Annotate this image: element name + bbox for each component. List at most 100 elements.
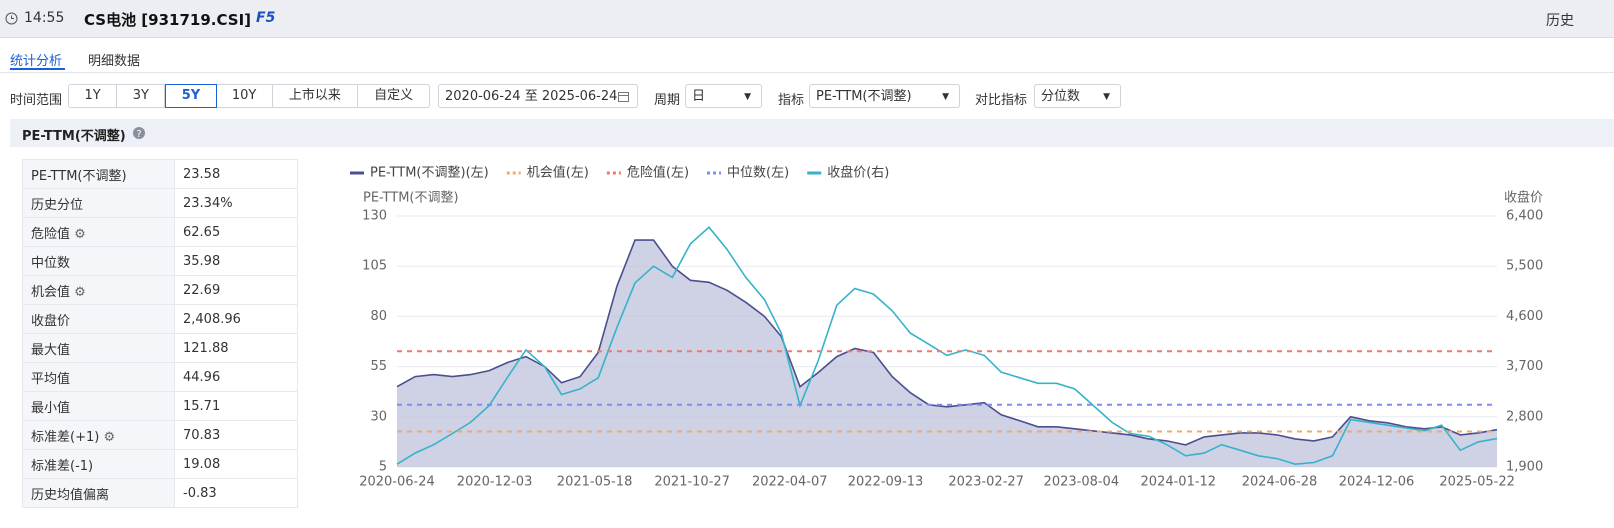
tabs-divider <box>0 72 1614 73</box>
shortcut[interactable]: F5 <box>256 10 276 26</box>
instrument-title: CS电池 [931719.CSI] <box>84 11 252 29</box>
legend-label[interactable]: 危险值(左) <box>627 165 689 181</box>
date-range[interactable]: 2020-06-24 至 2025-06-24 <box>438 84 638 108</box>
caret: ▼ <box>744 92 751 102</box>
stat-value: 23.58 <box>174 159 298 189</box>
x-tick-label: 2021-10-27 <box>654 475 730 490</box>
range-button[interactable]: 10Y <box>217 85 273 107</box>
range-group: 1Y 3Y 5Y 10Y 上市以来 自定义 <box>68 84 430 108</box>
series-area <box>397 240 1497 467</box>
stats-row: 标准差(-1) 19.08 <box>22 449 298 479</box>
indicator-label: 指标 <box>778 93 805 108</box>
settings-icon[interactable]: ⚙ <box>99 429 116 445</box>
range-button[interactable]: 1Y <box>69 85 118 107</box>
top-bar: 14:55 CS电池 [931719.CSI] F5 历史 <box>0 0 1614 38</box>
stat-name: 历史均值偏离 <box>31 487 110 503</box>
x-tick-label: 2025-05-22 <box>1439 475 1515 490</box>
stat-name: 中位数 <box>31 255 71 271</box>
stat-value: 15.71 <box>174 391 298 421</box>
tab-underline <box>10 68 65 70</box>
y2-tick-label: 5,500 <box>1506 259 1543 274</box>
stat-name: 最小值 <box>31 400 71 416</box>
stats-row: PE-TTM(不调整) 23.58 <box>22 159 298 189</box>
x-tick-label: 2023-08-04 <box>1044 475 1120 490</box>
section-title: PE-TTM(不调整) <box>22 129 126 144</box>
stat-value: 19.08 <box>174 449 298 479</box>
date-start: 2020-06-24 <box>445 89 521 104</box>
clock-icon <box>5 12 18 25</box>
period-label: 周期 <box>654 93 681 108</box>
stat-name: 最大值 <box>31 342 71 358</box>
y-axis-title: PE-TTM(不调整) <box>363 191 459 206</box>
compare-select[interactable]: 分位数 ▼ <box>1034 84 1121 108</box>
tab-active[interactable]: 统计分析 <box>10 54 63 69</box>
tab[interactable]: 明细数据 <box>88 54 141 69</box>
y2-tick-label: 4,600 <box>1506 309 1543 324</box>
x-tick-label: 2022-04-07 <box>752 475 828 490</box>
legend-label[interactable]: 收盘价(右) <box>827 165 889 181</box>
range-label: 时间范围 <box>10 93 63 108</box>
y-tick-label: 5 <box>379 460 387 475</box>
x-tick-label: 2020-12-03 <box>457 475 533 490</box>
stat-name: 收盘价 <box>31 313 71 329</box>
stat-label: 危险值 ⚙ <box>22 217 175 247</box>
stats-row: 危险值 ⚙ 62.65 <box>22 217 298 247</box>
range-button[interactable]: 自定义 <box>374 88 414 103</box>
stat-label: 标准差(-1) <box>22 449 175 479</box>
stat-value: 23.34% <box>174 188 298 218</box>
stat-label: PE-TTM(不调整) <box>22 159 175 189</box>
stats-row: 收盘价 2,408.96 <box>22 304 298 334</box>
x-tick-label: 2020-06-24 <box>359 475 435 490</box>
x-tick-label: 2024-01-12 <box>1141 475 1217 490</box>
stat-value: -0.83 <box>174 478 298 508</box>
history-button[interactable]: 历史 <box>1546 13 1574 29</box>
compare-label: 对比指标 <box>975 93 1028 108</box>
stat-name: 平均值 <box>31 371 71 387</box>
y-tick-label: 55 <box>370 359 387 374</box>
y2-tick-label: 2,800 <box>1506 409 1543 424</box>
help-icon[interactable]: ? <box>132 126 146 140</box>
stats-row: 平均值 44.96 <box>22 362 298 392</box>
stat-value: 2,408.96 <box>174 304 298 334</box>
range-button[interactable]: 3Y <box>117 85 166 107</box>
y-tick-label: 80 <box>370 309 387 324</box>
legend-label[interactable]: 中位数(左) <box>727 166 789 181</box>
series-line <box>396 226 1498 466</box>
legend-label[interactable]: 机会值(左) <box>527 165 589 181</box>
x-tick-label: 2021-05-18 <box>557 475 633 490</box>
y2-tick-label: 1,900 <box>1506 460 1543 475</box>
indicator-value: PE-TTM(不调整) <box>816 89 912 104</box>
x-tick-label: 2024-12-06 <box>1339 475 1415 490</box>
period-select[interactable]: 日 ▼ <box>685 84 762 108</box>
stat-value: 44.96 <box>174 362 298 392</box>
x-tick-label: 2024-06-28 <box>1242 475 1318 490</box>
y2-tick-label: 3,700 <box>1506 359 1543 374</box>
y-tick-label: 105 <box>362 259 387 274</box>
stat-name: 危险值 <box>31 226 71 242</box>
stats-row: 最小值 15.71 <box>22 391 298 421</box>
section-header: PE-TTM(不调整) ? <box>10 119 1614 147</box>
stats-row: 历史均值偏离 -0.83 <box>22 478 298 508</box>
stat-name: 历史分位 <box>31 197 84 213</box>
settings-icon[interactable]: ⚙ <box>70 284 86 300</box>
stat-name: 标准差(+1) <box>31 429 100 445</box>
x-tick-label: 2023-02-27 <box>948 475 1024 490</box>
y2-tick-label: 6,400 <box>1506 209 1543 224</box>
stat-label: 最大值 <box>22 333 175 363</box>
x-tick-label: 2022-09-13 <box>848 475 924 490</box>
compare-value: 分位数 <box>1041 89 1081 104</box>
stat-label: 收盘价 <box>22 304 175 334</box>
range-button[interactable]: 上市以来 <box>273 85 359 107</box>
y-tick-label: 130 <box>362 209 387 224</box>
legend-label[interactable]: PE-TTM(不调整)(左) <box>370 166 489 181</box>
date-end: 2025-06-24 <box>541 89 618 104</box>
stat-label: 历史分位 <box>22 188 175 218</box>
series-line <box>396 239 1498 446</box>
stat-label: 历史均值偏离 <box>22 478 175 508</box>
stat-label: 最小值 <box>22 391 175 421</box>
stat-name: 标准差(-1) <box>31 458 94 474</box>
range-button[interactable]: 5Y <box>165 84 217 108</box>
settings-icon[interactable]: ⚙ <box>70 226 86 242</box>
indicator-select[interactable]: PE-TTM(不调整) ▼ <box>809 84 960 108</box>
